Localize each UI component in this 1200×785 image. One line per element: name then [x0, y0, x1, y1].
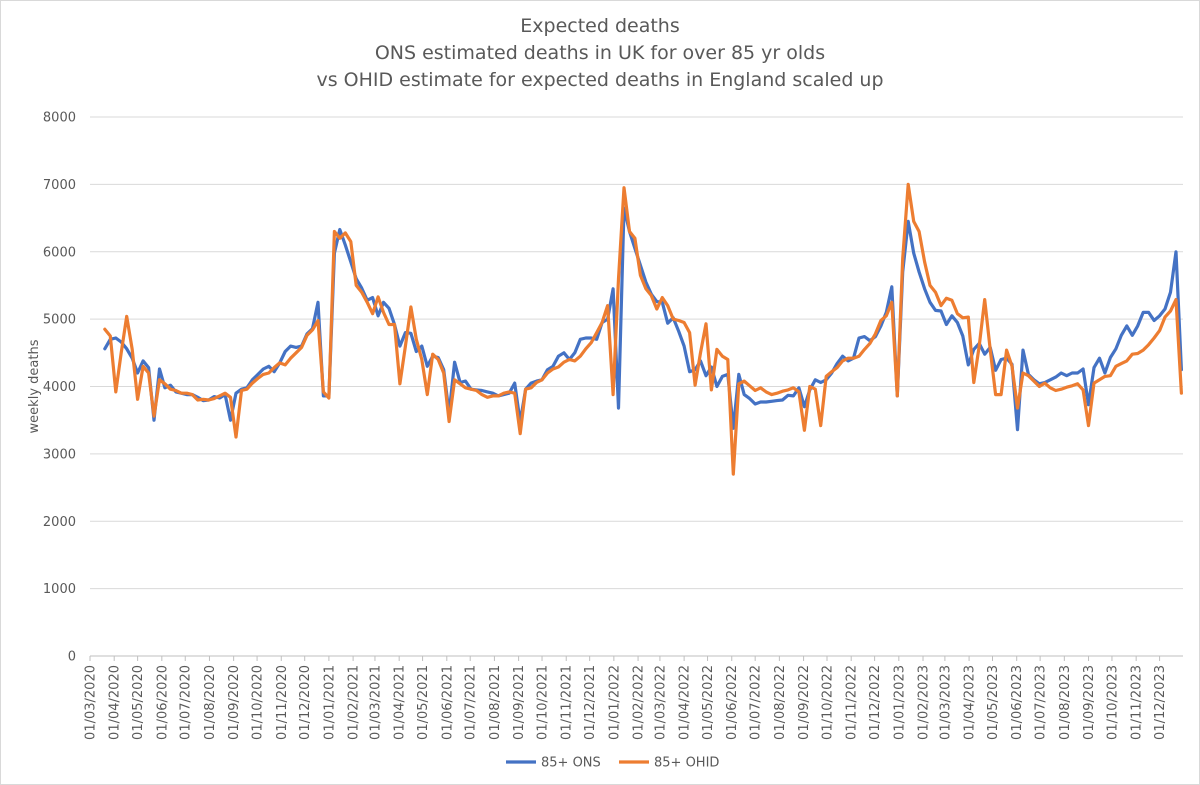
x-tick-label: 01/04/2022 [678, 665, 693, 740]
x-tick-label: 01/12/2022 [868, 665, 883, 740]
chart-title-line-1: Expected deaths [520, 15, 679, 37]
x-tick-label: 01/08/2023 [1058, 665, 1073, 740]
y-tick-label: 0 [68, 650, 76, 665]
legend-label-ons: 85+ ONS [541, 756, 601, 771]
x-tick-label: 01/09/2020 [227, 665, 242, 740]
y-tick-label: 1000 [43, 582, 76, 597]
x-tick-label: 01/04/2020 [108, 665, 123, 740]
x-tick-label: 01/04/2021 [393, 665, 408, 740]
x-tick-label: 01/11/2022 [845, 665, 860, 740]
x-tick-label: 01/10/2021 [536, 665, 551, 740]
series-lines [103, 182, 1184, 476]
x-tick-label: 01/02/2021 [347, 665, 362, 740]
x-tick-label: 01/03/2020 [84, 665, 99, 740]
x-axis-ticks: 01/03/2020 01/04/2020 01/05/2020 01/06/2020… [84, 656, 1168, 740]
x-tick-label: 01/09/2022 [797, 665, 812, 740]
x-tick-label: 01/07/2021 [464, 665, 479, 740]
chart-title-line-3: vs OHID estimate for expected deaths in … [316, 69, 883, 91]
series-line-ons [103, 206, 1184, 432]
x-tick-label: 01/05/2020 [131, 665, 146, 740]
x-tick-label: 01/02/2023 [917, 665, 932, 740]
x-tick-label: 01/07/2023 [1034, 665, 1049, 740]
x-tick-label: 01/12/2021 [583, 665, 598, 740]
x-tick-label: 01/08/2020 [203, 665, 218, 740]
y-tick-label: 3000 [43, 447, 76, 462]
y-tick-label: 2000 [43, 515, 76, 530]
x-tick-label: 01/03/2023 [938, 665, 953, 740]
x-tick-label: 01/09/2021 [512, 665, 527, 740]
x-tick-label: 01/07/2020 [179, 665, 194, 740]
x-tick-label: 01/11/2023 [1130, 665, 1145, 740]
legend-label-ohid: 85+ OHID [654, 756, 719, 771]
x-tick-label: 01/09/2023 [1082, 665, 1097, 740]
x-tick-label: 01/03/2021 [368, 665, 383, 740]
x-tick-label: 01/10/2020 [251, 665, 266, 740]
y-axis-title: weekly deaths [27, 339, 42, 433]
x-tick-label: 01/01/2021 [322, 665, 337, 740]
y-tick-label: 6000 [43, 245, 76, 260]
x-tick-label: 01/01/2023 [892, 665, 907, 740]
y-tick-label: 4000 [43, 380, 76, 395]
x-tick-label: 01/06/2022 [725, 665, 740, 740]
chart-title-line-2: ONS estimated deaths in UK for over 85 y… [375, 42, 825, 64]
y-tick-label: 8000 [43, 111, 76, 126]
y-tick-label: 7000 [43, 178, 76, 193]
x-tick-label: 01/05/2021 [416, 665, 431, 740]
x-tick-label: 01/03/2022 [653, 665, 668, 740]
x-tick-label: 01/02/2022 [632, 665, 647, 740]
x-tick-label: 01/06/2021 [440, 665, 455, 740]
x-tick-label: 01/04/2023 [963, 665, 978, 740]
legend: 85+ ONS 85+ OHID [506, 756, 719, 771]
x-tick-label: 01/12/2023 [1153, 665, 1168, 740]
gridlines [90, 116, 1183, 590]
x-tick-label: 01/08/2022 [773, 665, 788, 740]
x-tick-label: 01/11/2020 [275, 665, 290, 740]
x-tick-label: 01/08/2021 [488, 665, 503, 740]
x-tick-label: 01/05/2022 [701, 665, 716, 740]
x-tick-label: 01/01/2022 [607, 665, 622, 740]
chart-title: Expected deaths ONS estimated deaths in … [316, 15, 883, 91]
x-tick-label: 01/06/2020 [155, 665, 170, 740]
x-tick-label: 01/10/2022 [820, 665, 835, 740]
x-tick-label: 01/11/2021 [560, 665, 575, 740]
series-line-ohid [103, 182, 1184, 476]
y-tick-label: 5000 [43, 313, 76, 328]
x-tick-label: 01/05/2023 [986, 665, 1001, 740]
x-tick-label: 01/12/2020 [298, 665, 313, 740]
y-axis-ticks: 0 1000 2000 3000 4000 5000 6000 7000 8000 [43, 111, 76, 665]
x-tick-label: 01/10/2023 [1105, 665, 1120, 740]
x-tick-label: 01/06/2023 [1010, 665, 1025, 740]
x-tick-label: 01/07/2022 [749, 665, 764, 740]
